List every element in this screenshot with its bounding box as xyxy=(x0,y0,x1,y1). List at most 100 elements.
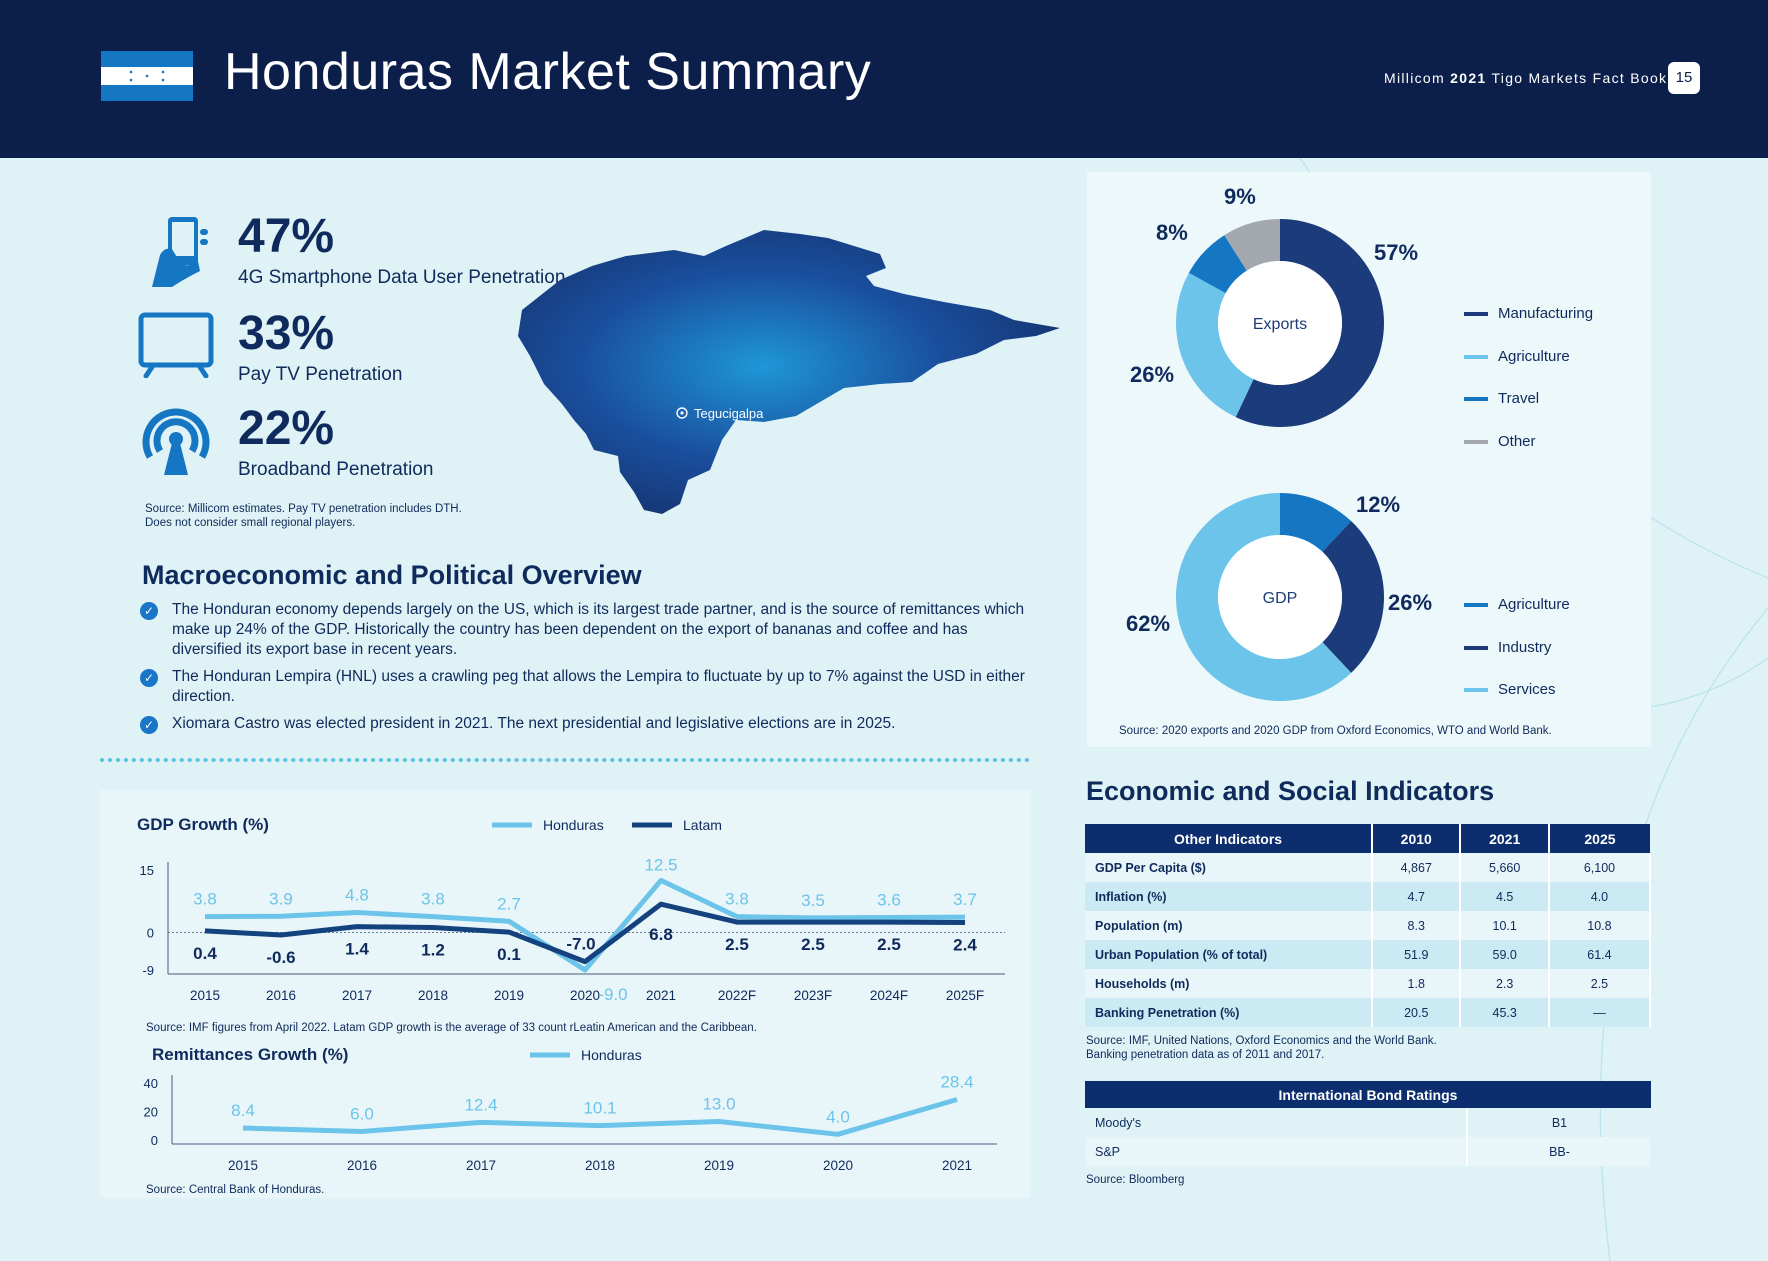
column-header: 2010 xyxy=(1372,824,1462,853)
data-label: 6.0 xyxy=(350,1104,374,1123)
table-cell: B1 xyxy=(1466,1108,1651,1137)
x-tick-label: 2015 xyxy=(190,988,220,1003)
stats-source: Source: Millicom estimates. Pay TV penet… xyxy=(145,502,462,530)
pie-slice-label: 12% xyxy=(1356,492,1401,517)
data-label: 12.5 xyxy=(644,855,677,874)
series-line-honduras xyxy=(204,877,966,973)
table-cell: 2.5 xyxy=(1548,969,1652,998)
legend-label: Latam xyxy=(683,817,722,833)
data-label: 2.5 xyxy=(877,935,901,954)
y-tick-label: 20 xyxy=(144,1105,158,1120)
data-label: 2.5 xyxy=(725,935,749,954)
x-tick-label: 2021 xyxy=(942,1158,972,1173)
legend-item: Other xyxy=(1464,421,1593,464)
remittances-chart-source: Source: Central Bank of Honduras. xyxy=(146,1184,325,1196)
table-row: Moody's B1 xyxy=(1085,1108,1651,1137)
table-cell: Households (m) xyxy=(1085,969,1374,998)
source-line: Source: IMF, United Nations, Oxford Econ… xyxy=(1086,1035,1437,1047)
pie-slice-manufacturing xyxy=(1235,219,1384,427)
data-label: -0.6 xyxy=(266,948,295,967)
table-cell: 4.7 xyxy=(1372,882,1462,911)
column-header: 2025 xyxy=(1548,824,1650,853)
legend-item: Industry xyxy=(1464,627,1570,670)
x-tick-label: 2018 xyxy=(585,1158,615,1173)
honduras-flag-icon xyxy=(101,51,193,101)
y-tick-label: 0 xyxy=(151,1133,158,1148)
gdp-chart-source: Source: IMF figures from April 2022. Lat… xyxy=(146,1022,757,1034)
indicators-heading: Economic and Social Indicators xyxy=(1086,776,1495,806)
legend-item: Agriculture xyxy=(1464,584,1570,627)
x-tick-label: 2017 xyxy=(342,988,372,1003)
data-label: 12.4 xyxy=(464,1095,497,1114)
list-item: ✓ Xiomara Castro was elected president in… xyxy=(140,714,1040,734)
table-cell: 6,100 xyxy=(1548,853,1652,882)
x-tick-label: 2017 xyxy=(466,1158,496,1173)
x-tick-label: 2020 xyxy=(823,1158,853,1173)
stat-label: Broadband Penetration xyxy=(238,459,434,480)
check-icon: ✓ xyxy=(140,602,158,620)
fact-book-label: Millicom 2021 Tigo Markets Fact Book xyxy=(1384,70,1667,86)
data-label: 0.4 xyxy=(193,944,217,963)
x-tick-label: 2022F xyxy=(718,988,756,1003)
pie-slice-other xyxy=(1224,219,1280,271)
data-label: 3.7 xyxy=(953,890,977,909)
x-tick-label: 2024F xyxy=(870,988,908,1003)
indicators-table: Other Indicators 2010 2021 2025 GDP Per … xyxy=(1085,824,1652,1027)
source-line: Banking penetration data as of 2011 and … xyxy=(1086,1049,1325,1061)
table-cell: 45.3 xyxy=(1460,998,1550,1027)
data-label: 4.0 xyxy=(826,1107,850,1126)
table-row: S&P BB- xyxy=(1085,1137,1651,1166)
broadband-signal-icon xyxy=(142,408,210,475)
stat-value: 47% xyxy=(238,210,335,263)
data-label: 3.5 xyxy=(801,891,825,910)
legend-item: Travel xyxy=(1464,378,1593,421)
x-tick-label: 2016 xyxy=(266,988,296,1003)
table-cell: Inflation (%) xyxy=(1085,882,1374,911)
data-label: 3.8 xyxy=(421,890,445,909)
stat-value: 33% xyxy=(238,307,335,360)
data-label: -7.0 xyxy=(566,935,595,954)
data-label: 2.4 xyxy=(953,936,977,955)
table-cell: 59.0 xyxy=(1460,940,1550,969)
pie-slice-services xyxy=(1176,493,1352,701)
macro-bullets: ✓ The Honduran economy depends largely on… xyxy=(140,600,1040,741)
table-cell: 8.3 xyxy=(1372,911,1462,940)
table-header-row: International Bond Ratings xyxy=(1085,1081,1651,1108)
honduras-map: Tegucigalpa xyxy=(518,230,1060,514)
remittances-growth-chart: Remittances Growth (%) Honduras 40 20 0 201… xyxy=(144,1045,997,1173)
x-tick-label: 2023F xyxy=(794,988,832,1003)
legend-item: Manufacturing xyxy=(1464,293,1593,336)
column-header: Other Indicators xyxy=(1085,824,1374,853)
legend-label: Honduras xyxy=(581,1047,642,1063)
data-label: 2.7 xyxy=(497,894,521,913)
pie-slice-label: 9% xyxy=(1224,184,1256,209)
data-label: 3.6 xyxy=(877,891,901,910)
column-header: 2021 xyxy=(1460,824,1550,853)
x-tick-label: 2021 xyxy=(646,988,676,1003)
bullet-text: The Honduran Lempira (HNL) uses a crawli… xyxy=(172,668,1025,705)
donut-hole xyxy=(1218,261,1342,385)
series-line-latam xyxy=(204,901,966,965)
x-tick-label: 2025F xyxy=(946,988,984,1003)
y-tick-label: 15 xyxy=(140,863,154,878)
gdp-donut-chart: GDP xyxy=(1176,493,1384,701)
data-label: 2.5 xyxy=(801,935,825,954)
fact-prefix: Millicom xyxy=(1384,70,1451,86)
smartphone-hand-icon xyxy=(152,217,208,287)
legend-item: Agriculture xyxy=(1464,336,1593,379)
table-cell: Banking Penetration (%) xyxy=(1085,998,1374,1027)
check-icon: ✓ xyxy=(140,669,158,687)
data-label: 4.8 xyxy=(345,886,369,905)
data-label: 13.0 xyxy=(702,1094,735,1113)
data-label: 0.1 xyxy=(497,945,521,964)
table-cell: Moody's xyxy=(1095,1115,1142,1130)
stat-label: Pay TV Penetration xyxy=(238,364,403,385)
data-label: 10.1 xyxy=(583,1099,616,1118)
y-tick-label: 0 xyxy=(147,926,154,941)
pie-slice-label: 26% xyxy=(1388,590,1433,615)
dotted-divider xyxy=(100,758,1030,762)
y-tick-label: -9 xyxy=(142,963,154,978)
pie-source: Source: 2020 exports and 2020 GDP from O… xyxy=(1119,725,1552,737)
table-cell: 10.1 xyxy=(1460,911,1550,940)
table-row: Urban Population (% of total) 51.9 59.0 61.… xyxy=(1085,940,1652,969)
